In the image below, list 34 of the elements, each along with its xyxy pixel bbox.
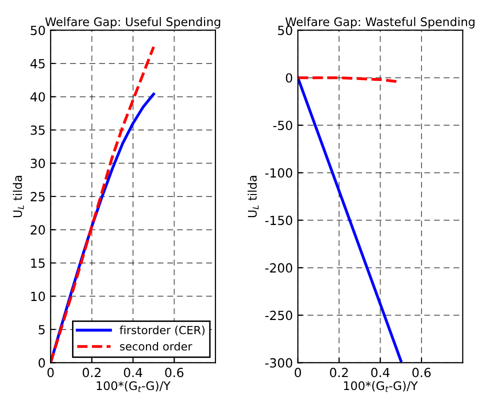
y-tick-label: 40 — [30, 92, 45, 102]
y-tick-label: 50 — [30, 26, 45, 36]
x-axis-title: 100*(G$_{t}$-G)/Y — [344, 381, 418, 392]
y-tick-label: 45 — [30, 59, 45, 68]
y-tick-label: 0 — [286, 73, 292, 83]
x-axis-title: 100*(G$_{t}$-G)/Y — [96, 381, 171, 392]
legend-label: firstorder (CER) — [120, 326, 204, 336]
y-tick-label: -100 — [265, 168, 292, 178]
y-tick-label: 20 — [30, 225, 45, 235]
y-tick-label: 30 — [30, 158, 45, 168]
y-axis-title: U$_{L}$ tilda — [12, 176, 24, 218]
y-tick-label: 50 — [278, 26, 292, 36]
y-tick-label: 0 — [38, 358, 45, 368]
x-tick-label: 0.2 — [82, 368, 101, 378]
chart-title: Welfare Gap: Useful Spending — [45, 17, 220, 29]
x-tick-label: 0.4 — [124, 368, 142, 378]
y-tick-label: 35 — [30, 125, 45, 135]
x-tick-label: 0.2 — [330, 368, 348, 378]
y-tick-label: 15 — [31, 258, 45, 268]
y-tick-label: 25 — [30, 192, 45, 202]
x-tick-label: 0.4 — [371, 368, 390, 378]
y-tick-label: -50 — [273, 120, 292, 130]
y-tick-label: 10 — [31, 292, 45, 302]
y-tick-label: -250 — [265, 310, 292, 320]
x-tick-label: 0.6 — [412, 368, 431, 378]
y-tick-label: -150 — [265, 216, 292, 226]
y-tick-label: -300 — [265, 358, 292, 368]
x-tick-label: 0 — [47, 368, 54, 378]
y-tick-label: -200 — [265, 263, 292, 273]
x-tick-label: 0.6 — [165, 368, 184, 378]
x-tick-label: 0 — [294, 368, 302, 378]
y-tick-label: 5 — [38, 325, 45, 334]
y-axis-title: U$_{L}$ tilda — [248, 176, 259, 218]
legend-label: second order — [120, 342, 192, 351]
